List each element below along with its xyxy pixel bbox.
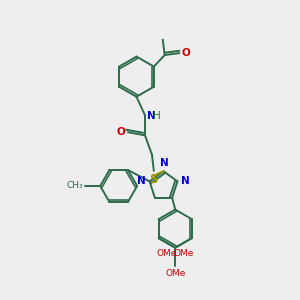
Text: N: N: [137, 176, 146, 186]
Text: N: N: [146, 111, 155, 121]
Text: H: H: [154, 111, 161, 121]
Text: OMe: OMe: [165, 268, 185, 278]
Text: N: N: [160, 158, 168, 168]
Text: O: O: [116, 127, 125, 137]
Text: O: O: [182, 48, 190, 58]
Text: N: N: [181, 176, 190, 186]
Text: CH₃: CH₃: [67, 182, 83, 190]
Text: S: S: [149, 173, 157, 186]
Text: OMe: OMe: [173, 249, 194, 258]
Text: OMe: OMe: [157, 249, 177, 258]
